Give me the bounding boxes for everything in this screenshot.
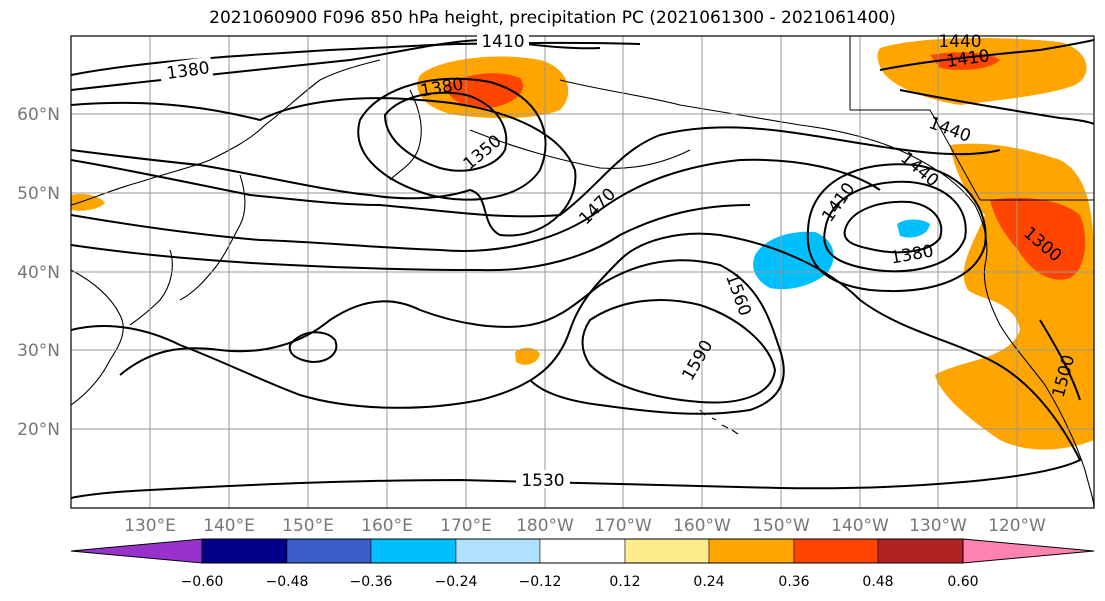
coast-japan	[179, 174, 246, 301]
contour-1470	[71, 158, 881, 252]
lon-label-120w: 120°W	[988, 516, 1046, 536]
colorbar-tick-1: −0.48	[266, 574, 309, 590]
precip-west-edge	[71, 193, 105, 211]
colorbar-outline	[201, 538, 964, 564]
precip-small-mid	[515, 347, 540, 365]
lon-label-130e: 130°E	[124, 516, 176, 536]
colorbar-seg-7	[708, 538, 795, 564]
lon-tick-labels: 130°E 140°E 150°E 160°E 170°E 180°W 170°…	[124, 516, 1046, 536]
lon-label-160w: 160°W	[673, 516, 731, 536]
lat-tick-labels: 60°N 50°N 40°N 30°N 20°N	[17, 105, 60, 440]
coast-korea	[129, 249, 173, 326]
contour-label-1530: 1530	[521, 471, 564, 491]
lat-label-60n: 60°N	[17, 105, 60, 125]
lon-label-150w: 150°W	[752, 516, 810, 536]
gridlines	[71, 36, 1094, 508]
lon-label-170e: 170°E	[440, 516, 492, 536]
colorbar-seg-9	[877, 538, 964, 564]
coast-asia	[71, 59, 381, 206]
lat-label-30n: 30°N	[17, 341, 60, 361]
lon-label-170w: 170°W	[594, 516, 652, 536]
contour-1590	[581, 299, 777, 404]
precip-negative-blue-small	[897, 219, 930, 238]
colorbar-tick-2: −0.36	[350, 574, 393, 590]
map-frame	[70, 35, 1095, 509]
coast-alaska	[559, 79, 976, 206]
coast-china	[71, 269, 124, 406]
contour-1350-low	[383, 91, 508, 172]
colorbar-seg-0	[70, 538, 203, 564]
precip-canada-orange	[877, 38, 1087, 105]
lat-label-50n: 50°N	[17, 184, 60, 204]
colorbar-tick-6: 0.24	[693, 574, 724, 590]
colorbar-seg-1	[201, 538, 288, 564]
contour-1410-canada	[879, 39, 1094, 71]
coast-kamchatka	[389, 89, 422, 181]
colorbar-seg-3	[370, 538, 457, 564]
colorbar-tick-9: 0.60	[947, 574, 978, 590]
colorbar-seg-2	[286, 538, 372, 564]
lon-label-150e: 150°E	[282, 516, 334, 536]
contour-1500-coast	[1039, 319, 1081, 401]
colorbar-tick-4: −0.12	[519, 574, 562, 590]
lon-label-180w: 180°W	[516, 516, 574, 536]
coast-aleutians	[469, 129, 691, 169]
contour-1500	[71, 204, 751, 272]
contour-1380-gulf	[843, 200, 943, 254]
contour-1380-low	[357, 77, 547, 201]
contour-1440	[71, 126, 1001, 218]
colorbar-tick-3: −0.24	[435, 574, 478, 590]
contour-1410-big	[71, 97, 577, 237]
contour-1560	[119, 259, 785, 415]
colorbar-tick-7: 0.36	[778, 574, 809, 590]
colorbar-tick-0: −0.60	[181, 574, 224, 590]
colorbar-tick-8: 0.48	[862, 574, 893, 590]
colorbar-seg-8	[793, 538, 879, 564]
colorbar-tick-5: 0.12	[609, 574, 640, 590]
colorbar-seg-4	[455, 538, 541, 564]
lat-label-20n: 20°N	[17, 420, 60, 440]
contour-1530	[71, 232, 1082, 499]
lat-label-40n: 40°N	[17, 263, 60, 283]
precip-fills	[71, 38, 1094, 450]
contour-label-1410-top: 1410	[481, 32, 524, 52]
colorbar-seg-6	[624, 538, 710, 564]
lon-label-160e: 160°E	[361, 516, 413, 536]
contour-label-1440-top: 1440	[938, 32, 981, 52]
lon-label-140w: 140°W	[831, 516, 889, 536]
precip-westcoast-red	[990, 197, 1086, 280]
contour-1380-north	[71, 41, 641, 76]
contour-1410-gulf	[823, 180, 967, 273]
lon-label-130w: 130°W	[909, 516, 967, 536]
map-title: 2021060900 F096 850 hPa height, precipit…	[209, 8, 896, 28]
lon-label-140e: 140°E	[203, 516, 255, 536]
colorbar-seg-5	[539, 538, 626, 564]
contour-1440-gulf	[806, 163, 987, 293]
contour-1440-canada	[899, 89, 1094, 125]
borders	[849, 36, 1094, 201]
colorbar-seg-10	[962, 538, 1095, 564]
precip-kamchatka-red	[445, 73, 524, 109]
height-contours	[71, 38, 1094, 499]
colorbar: −0.60 −0.48 −0.36 −0.24 −0.12 0.12 0.24 …	[70, 538, 1095, 590]
precip-negative-blue	[753, 231, 834, 290]
coast-na-west	[974, 204, 1094, 508]
